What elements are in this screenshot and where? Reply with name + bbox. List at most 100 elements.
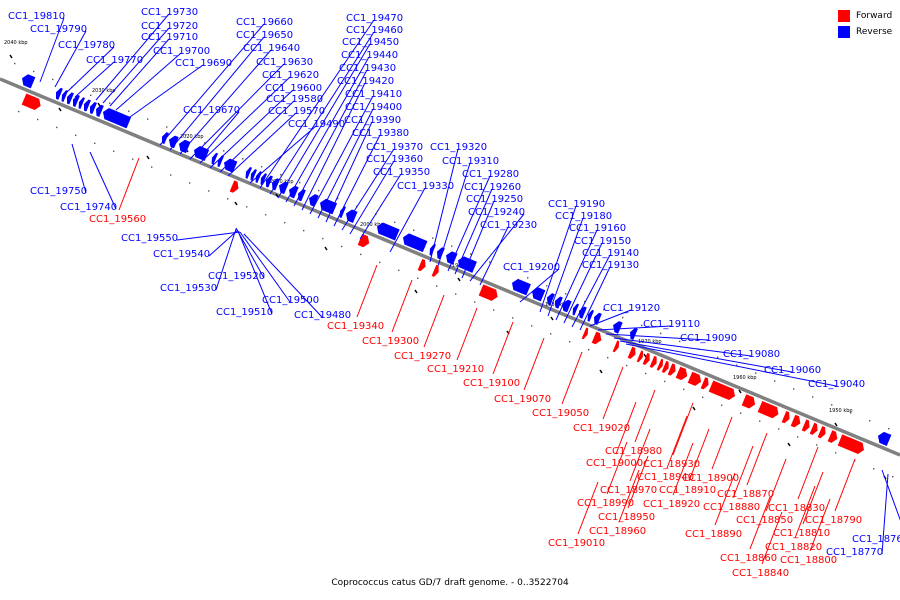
minor-tick <box>284 221 286 224</box>
reverse-gene-leader <box>169 36 265 151</box>
reverse-gene-label: CC1_19720 <box>141 21 198 32</box>
forward-gene-leader <box>492 321 514 375</box>
minor-tick <box>774 380 776 382</box>
reverse-gene-label: CC1_19350 <box>373 167 430 178</box>
forward-gene-label: CC1_18820 <box>765 542 822 553</box>
forward-gene-arrow <box>781 411 790 424</box>
reverse-gene-leader <box>881 469 900 521</box>
forward-gene-leader <box>629 428 651 482</box>
forward-gene-label: CC1_18850 <box>736 515 793 526</box>
reverse-gene-label: CC1_19160 <box>569 223 626 234</box>
reverse-gene-leader <box>227 112 297 177</box>
reverse-gene-leader <box>277 43 371 199</box>
minor-tick <box>303 229 305 232</box>
minor-tick <box>660 332 662 335</box>
reverse-gene-label: CC1_19320 <box>430 142 487 153</box>
reverse-gene-arrow <box>878 431 892 446</box>
reverse-gene-leader <box>597 325 672 331</box>
forward-gene-label: CC1_19000 <box>586 458 643 469</box>
forward-gene-leader <box>523 337 545 391</box>
kbp-tick <box>58 107 62 112</box>
forward-gene-leader <box>634 389 656 443</box>
reverse-gene-leader <box>579 266 611 331</box>
reverse-gene-leader <box>605 333 709 341</box>
minor-tick <box>417 277 419 279</box>
forward-gene-arrow <box>636 350 644 363</box>
forward-gene-label: CC1_18890 <box>685 529 742 540</box>
minor-tick <box>360 253 362 256</box>
reverse-gene-label: CC1_19740 <box>60 202 117 213</box>
forward-gene-label: CC1_18870 <box>717 489 774 500</box>
forward-gene-leader <box>797 446 819 500</box>
reverse-gene-arrow <box>594 312 602 326</box>
forward-gene-label: CC1_19050 <box>532 408 589 419</box>
reverse-gene-label: CC1_19580 <box>266 94 323 105</box>
reverse-gene-label: CC1_19390 <box>344 115 401 126</box>
legend-forward: Forward <box>838 8 892 24</box>
minor-tick <box>436 285 438 287</box>
minor-tick <box>873 468 875 470</box>
reverse-gene-arrow <box>245 167 253 179</box>
reverse-gene-leader <box>102 27 170 104</box>
minor-tick <box>508 269 510 271</box>
minor-tick <box>189 182 191 184</box>
kbp-tick <box>787 442 791 447</box>
kbp-label: 1960 kbp <box>733 375 757 381</box>
reverse-gene-label: CC1_19510 <box>216 307 273 318</box>
reverse-gene-leader <box>54 30 87 88</box>
forward-gene-leader <box>794 485 816 539</box>
reverse-gene-arrow <box>217 155 225 168</box>
reverse-gene-leader <box>237 230 273 315</box>
reverse-gene-label: CC1_19780 <box>58 40 115 51</box>
forward-gene-label: CC1_18940 <box>637 472 694 483</box>
reverse-gene-label: CC1_19710 <box>141 32 198 43</box>
minor-tick <box>204 142 206 144</box>
minor-tick <box>869 420 871 422</box>
forward-gene-leader <box>732 445 754 499</box>
minor-tick <box>280 173 282 176</box>
forward-gene-leader <box>711 416 733 470</box>
reverse-gene-label: CC1_19410 <box>345 89 402 100</box>
forward-gene-arrow <box>649 355 657 368</box>
minor-tick <box>37 118 39 121</box>
reverse-gene-label: CC1_18770 <box>826 547 883 558</box>
reverse-gene-label: CC1_19130 <box>582 260 639 271</box>
reverse-gene-arrow <box>179 139 191 154</box>
forward-gene-leader <box>615 401 637 455</box>
minor-tick <box>394 221 396 224</box>
reverse-gene-label: CC1_19440 <box>341 50 398 61</box>
minor-tick <box>113 150 115 152</box>
forward-gene-leader <box>391 279 413 333</box>
minor-tick <box>109 102 111 104</box>
reverse-gene-arrow <box>250 169 258 181</box>
minor-tick <box>147 118 149 120</box>
kbp-tick <box>146 155 150 160</box>
reverse-gene-arrow <box>298 189 306 202</box>
forward-gene-leader <box>749 496 771 550</box>
reverse-gene-label: CC1_19450 <box>342 37 399 48</box>
reverse-gene-arrow <box>547 293 555 306</box>
forward-gene-leader <box>561 351 583 405</box>
minor-tick <box>683 388 685 391</box>
reverse-gene-arrow <box>260 173 268 186</box>
minor-tick <box>474 301 476 303</box>
minor-tick <box>584 300 586 303</box>
kbp-tick <box>9 54 13 59</box>
minor-tick <box>14 62 16 65</box>
minor-tick <box>242 158 244 160</box>
forward-gene-label: CC1_18990 <box>577 498 634 509</box>
reverse-gene-arrow <box>169 135 179 149</box>
minor-tick <box>527 277 529 279</box>
minor-tick <box>341 245 343 248</box>
reverse-gene-label: CC1_19040 <box>808 379 865 390</box>
kbp-tick <box>275 193 279 198</box>
reverse-gene-leader <box>479 226 509 286</box>
minor-tick <box>299 181 301 184</box>
reverse-gene-leader <box>619 340 793 373</box>
reverse-gene-arrow <box>22 74 36 89</box>
reverse-gene-label: CC1_19080 <box>723 349 780 360</box>
reverse-gene-label: CC1_19640 <box>243 43 300 54</box>
reverse-gene-arrow <box>96 104 104 117</box>
forward-gene-arrow <box>431 264 439 277</box>
reverse-gene-leader <box>317 108 374 219</box>
